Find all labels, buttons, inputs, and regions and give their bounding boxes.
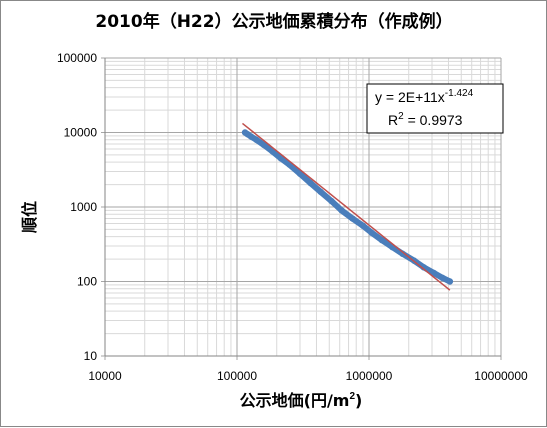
data-point: [328, 197, 335, 205]
equation-box: y = 2E+11x-1.424 R2 = 0.9973: [366, 83, 504, 134]
x-tick-label: 10000: [88, 369, 122, 383]
data-point: [253, 136, 260, 143]
x-axis-title-sup: 2: [349, 391, 355, 402]
trendline-equation: y = 2E+11x-1.424: [375, 88, 474, 105]
equation-box-border: [366, 83, 504, 134]
chart-title: 2010年（H22）公示地価累積分布（作成例）: [95, 11, 452, 32]
data-point: [378, 236, 385, 244]
data-point: [446, 278, 454, 285]
r-squared: R2 = 0.9973: [388, 111, 463, 128]
x-axis-title: 公示地価(円/m2): [240, 391, 363, 410]
x-tick-label: 1000000: [346, 369, 393, 383]
y-tick-label: 100: [77, 275, 97, 289]
data-point: [307, 179, 314, 187]
power-trendline: [241, 122, 451, 291]
r-squared-value: = 0.9973: [404, 112, 463, 128]
x-axis-title-tail: ): [355, 391, 362, 410]
x-tick-label: 10000000: [474, 369, 528, 383]
y-tick-label: 10000: [64, 126, 98, 140]
data-point: [247, 133, 255, 140]
equation-exponent: -1.424: [445, 88, 474, 99]
data-point: [317, 188, 324, 195]
tick-labels: 10000 100000 1000000 10000000 100000 10000 100…: [57, 51, 528, 383]
data-point: [269, 148, 276, 155]
y-tick-label: 1000: [70, 200, 97, 214]
x-tick-label: 100000: [217, 369, 257, 383]
data-point: [277, 155, 285, 162]
data-point: [439, 274, 446, 282]
y-tick-label: 100000: [57, 51, 97, 65]
data-point: [359, 222, 367, 229]
r-squared-sup: 2: [398, 111, 404, 122]
y-tick-label: 10: [84, 349, 98, 363]
data-point: [420, 264, 427, 271]
equation-prefix: y = 2E+11x: [375, 89, 445, 105]
trendline-group: [241, 122, 451, 291]
data-point: [338, 207, 345, 214]
data-point: [260, 141, 268, 149]
data-point: [349, 215, 356, 222]
data-point: [296, 170, 304, 177]
y-axis-title: 順位: [20, 201, 39, 234]
x-axis-title-main: 公示地価(円/m: [240, 391, 350, 410]
data-point: [399, 250, 406, 258]
data-point: [368, 229, 375, 237]
r-squared-label: R: [388, 112, 398, 128]
data-point: [430, 269, 438, 277]
